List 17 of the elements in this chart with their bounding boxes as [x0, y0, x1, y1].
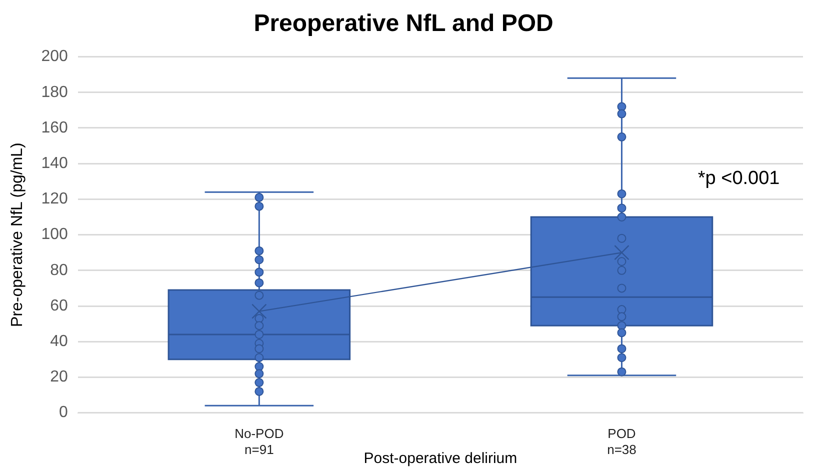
y-tick-label: 80 — [50, 262, 68, 279]
y-tick-label: 120 — [41, 190, 68, 208]
y-tick-label: 60 — [50, 297, 68, 314]
y-tick-label: 100 — [41, 226, 68, 244]
x-axis-title: Post-operative delirium — [364, 450, 518, 467]
annotation: *p <0.001 — [698, 168, 780, 190]
y-axis-title: Pre-operative NfL (pg/mL) — [9, 142, 26, 327]
y-tick-label: 180 — [41, 84, 68, 101]
y-tick-label: 0 — [58, 404, 68, 422]
y-tick-label: 40 — [50, 333, 68, 350]
chart-title: Preoperative NfL and POD — [254, 10, 554, 38]
y-tick-label: 160 — [41, 119, 68, 136]
y-tick-label: 200 — [41, 48, 68, 66]
x-tick-label: POD n=38 — [607, 426, 636, 457]
y-tick-label: 140 — [41, 155, 68, 172]
x-tick-label: No-POD n=91 — [234, 426, 284, 457]
y-tick-label: 20 — [50, 368, 68, 386]
